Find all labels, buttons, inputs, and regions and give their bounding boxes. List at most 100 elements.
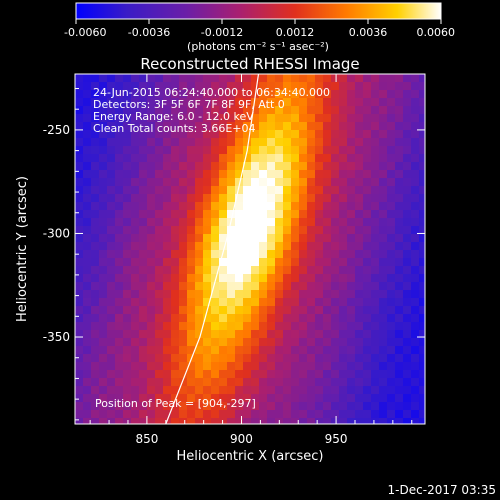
heatmap-cell — [147, 306, 155, 314]
heatmap-cell — [347, 298, 355, 306]
heatmap-cell — [163, 90, 171, 98]
heatmap-cell — [227, 274, 235, 282]
heatmap-cell — [387, 346, 395, 354]
heatmap-cell — [155, 338, 163, 346]
heatmap-cell — [171, 354, 179, 362]
heatmap-cell — [219, 98, 227, 106]
heatmap-cell — [203, 418, 211, 424]
heatmap-cell — [347, 82, 355, 90]
x-tick-label: 900 — [230, 432, 253, 446]
heatmap-cell — [299, 298, 307, 306]
heatmap-cell — [211, 98, 219, 106]
heatmap-cell — [235, 250, 243, 258]
heatmap-cell — [275, 274, 283, 282]
heatmap-cell — [379, 106, 387, 114]
heatmap-cell — [403, 194, 411, 202]
heatmap-cell — [227, 306, 235, 314]
heatmap-cell — [123, 322, 131, 330]
heatmap-cell — [307, 226, 315, 234]
heatmap-cell — [371, 410, 379, 418]
heatmap-cell — [147, 370, 155, 378]
heatmap-cell — [299, 106, 307, 114]
heatmap-cell — [139, 306, 147, 314]
heatmap-cell — [387, 154, 395, 162]
heatmap-cell — [147, 346, 155, 354]
heatmap-cell — [187, 362, 195, 370]
heatmap-cell — [123, 346, 131, 354]
heatmap-cell — [211, 122, 219, 130]
heatmap-cell — [419, 74, 425, 82]
heatmap-cell — [163, 226, 171, 234]
heatmap-cell — [179, 354, 187, 362]
heatmap-cell — [235, 226, 243, 234]
heatmap-cell — [299, 82, 307, 90]
heatmap-cell — [411, 274, 419, 282]
heatmap-cell — [363, 202, 371, 210]
heatmap-cell — [179, 402, 187, 410]
heatmap-cell — [99, 266, 107, 274]
heatmap-cell — [323, 322, 331, 330]
heatmap-cell — [355, 394, 363, 402]
heatmap-cell — [139, 410, 147, 418]
heatmap-cell — [403, 386, 411, 394]
heatmap-cell — [355, 418, 363, 424]
heatmap-cell — [171, 186, 179, 194]
heatmap-cell — [355, 250, 363, 258]
heatmap-cell — [387, 234, 395, 242]
heatmap-cell — [411, 322, 419, 330]
heatmap-cell — [115, 218, 123, 226]
heatmap-cell — [107, 306, 115, 314]
heatmap-cell — [323, 298, 331, 306]
heatmap-cell — [411, 298, 419, 306]
heatmap-cell — [315, 74, 323, 82]
heatmap-cell — [139, 394, 147, 402]
heatmap-cell — [347, 90, 355, 98]
heatmap-cell — [267, 242, 275, 250]
heatmap-cell — [307, 234, 315, 242]
heatmap-cell — [315, 194, 323, 202]
heatmap-cell — [107, 130, 115, 138]
heatmap-cell — [219, 282, 227, 290]
heatmap-cell — [299, 130, 307, 138]
heatmap-cell — [419, 250, 425, 258]
heatmap-cell — [123, 226, 131, 234]
heatmap-cell — [355, 242, 363, 250]
heatmap-cell — [371, 378, 379, 386]
heatmap-cell — [299, 226, 307, 234]
colorbar-unit: (photons cm⁻² s⁻¹ asec⁻²) — [187, 40, 329, 53]
heatmap-cell — [379, 146, 387, 154]
heatmap-cell — [371, 330, 379, 338]
heatmap-cell — [211, 354, 219, 362]
heatmap-cell — [235, 202, 243, 210]
heatmap-cell — [147, 242, 155, 250]
heatmap-cell — [315, 218, 323, 226]
heatmap-cell — [187, 178, 195, 186]
heatmap-cell — [131, 250, 139, 258]
heatmap-cell — [323, 338, 331, 346]
heatmap-cell — [371, 106, 379, 114]
heatmap-cell — [283, 338, 291, 346]
heatmap-cell — [75, 74, 83, 82]
heatmap-cell — [363, 322, 371, 330]
heatmap-cell — [363, 154, 371, 162]
heatmap-cell — [387, 202, 395, 210]
heatmap-cell — [347, 186, 355, 194]
heatmap-cell — [259, 378, 267, 386]
heatmap-cell — [363, 218, 371, 226]
heatmap-cell — [403, 378, 411, 386]
heatmap-cell — [75, 98, 83, 106]
heatmap-cell — [339, 82, 347, 90]
heatmap-cell — [147, 210, 155, 218]
heatmap-cell — [195, 290, 203, 298]
heatmap-cell — [411, 290, 419, 298]
heatmap-cell — [195, 90, 203, 98]
heatmap-cell — [179, 282, 187, 290]
heatmap-cell — [187, 346, 195, 354]
heatmap-cell — [307, 258, 315, 266]
heatmap-cell — [259, 98, 267, 106]
heatmap-cell — [123, 82, 131, 90]
heatmap-cell — [147, 258, 155, 266]
heatmap-cell — [107, 346, 115, 354]
heatmap-cell — [275, 170, 283, 178]
heatmap-cell — [419, 90, 425, 98]
